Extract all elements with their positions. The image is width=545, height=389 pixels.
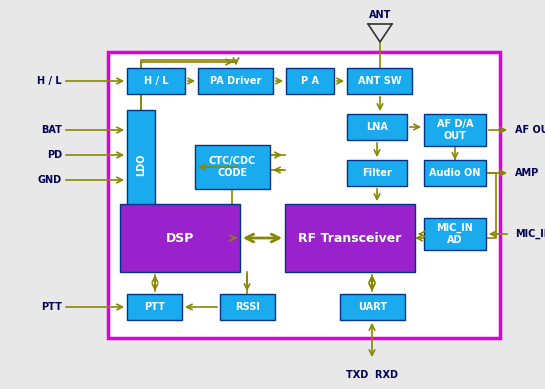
Bar [127,68,185,94]
Text: RSSI: RSSI [235,302,260,312]
Text: UART: UART [358,302,387,312]
Text: LNA: LNA [366,122,388,132]
Text: GND: GND [38,175,62,185]
Bar [108,52,500,338]
Text: PD: PD [47,150,62,160]
Bar [195,145,270,189]
Text: LDO: LDO [136,154,146,176]
Text: TXD  RXD: TXD RXD [346,370,398,380]
Bar [347,160,407,186]
Text: P A: P A [301,76,319,86]
Bar [424,218,486,250]
Text: H / L: H / L [38,76,62,86]
Text: RF Transceiver: RF Transceiver [298,231,402,245]
Text: Filter: Filter [362,168,392,178]
Text: H / L: H / L [144,76,168,86]
Bar [198,68,273,94]
Text: ANT SW: ANT SW [358,76,401,86]
Text: MIC_IN: MIC_IN [515,229,545,239]
Text: ANT: ANT [369,10,391,20]
Bar [220,294,275,320]
Bar [340,294,405,320]
Text: Audio ON: Audio ON [429,168,481,178]
Text: CTC/CDC
CODE: CTC/CDC CODE [209,156,256,178]
Bar [347,114,407,140]
Text: BAT: BAT [41,125,62,135]
Text: PA Driver: PA Driver [210,76,261,86]
Text: AMP: AMP [515,168,539,178]
Bar [120,204,240,272]
Bar [286,68,334,94]
Bar [127,294,182,320]
Text: PTT: PTT [41,302,62,312]
Text: AF OUT: AF OUT [515,125,545,135]
Text: PTT: PTT [144,302,165,312]
Text: MIC_IN
AD: MIC_IN AD [437,223,474,245]
Bar [424,160,486,186]
Bar [347,68,412,94]
Text: DSP: DSP [166,231,194,245]
Bar [424,114,486,146]
Text: AF D/A
OUT: AF D/A OUT [437,119,473,141]
Bar [127,110,155,220]
Bar [285,204,415,272]
